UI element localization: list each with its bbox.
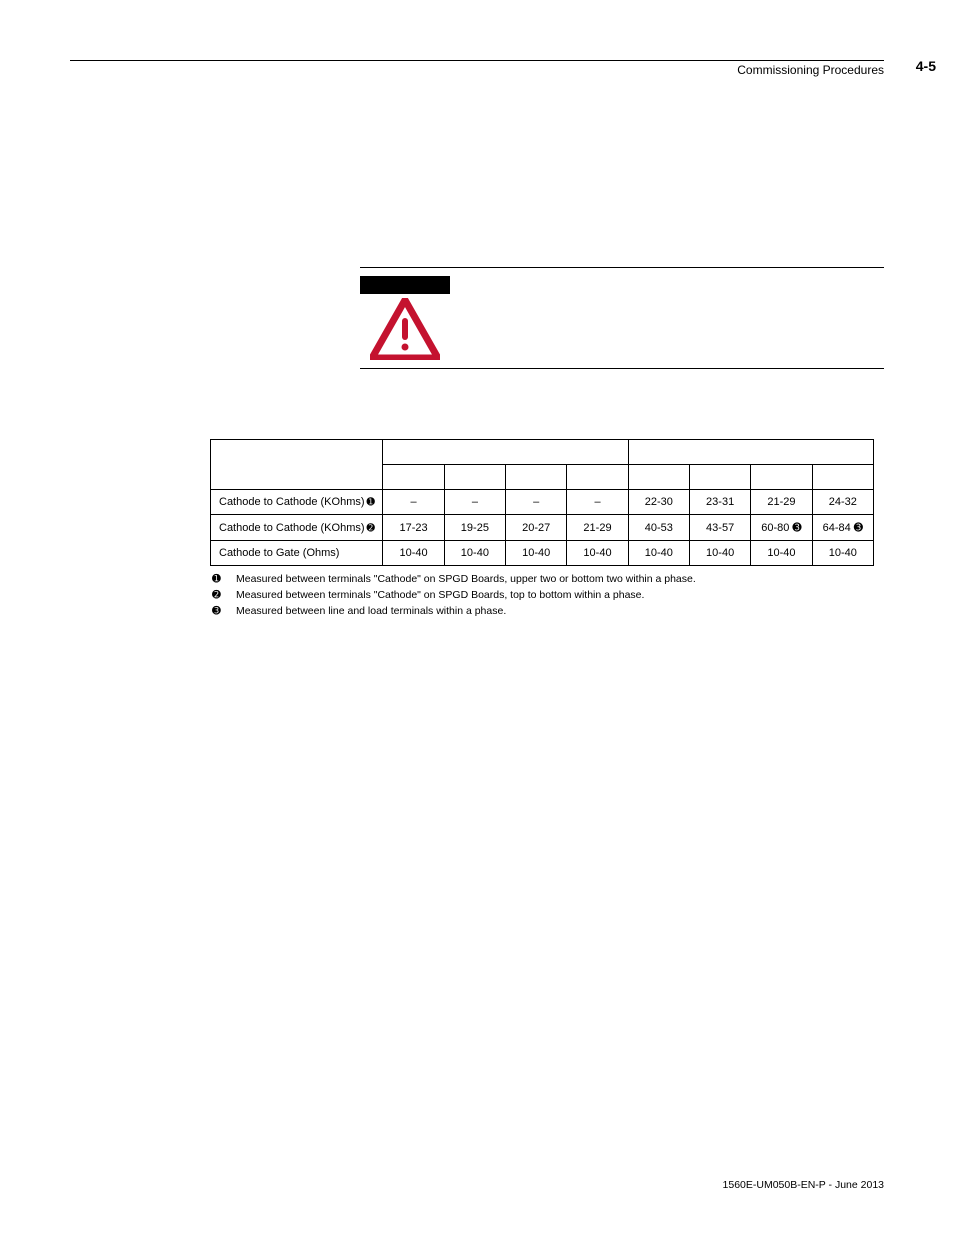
row-label: Cathode to Cathode (KOhms)➊ <box>211 490 383 515</box>
table-cell: 40-53 <box>628 515 689 541</box>
table-header-cell: 4160 V <box>751 465 812 490</box>
footnote: ➋ Measured between terminals "Cathode" o… <box>212 588 884 604</box>
table-cell: – <box>383 490 444 515</box>
table-row: Cathode to Gate (Ohms) 10-40 10-40 10-40… <box>211 541 874 566</box>
footnote-text: Measured between line and load terminals… <box>236 604 506 620</box>
table-cell: 10-40 <box>444 541 505 566</box>
footnote-symbol: ➌ <box>212 604 226 620</box>
table-cell: – <box>506 490 567 515</box>
table-cell: 17-23 <box>383 515 444 541</box>
section-title: Commissioning Procedures <box>70 63 884 77</box>
table-cell: 21-29 <box>567 515 628 541</box>
table-header-cell: 3300 V <box>689 465 750 490</box>
header-rule <box>70 60 884 61</box>
footnote: ➌ Measured between line and load termina… <box>212 604 884 620</box>
table-cell: 60-80 ➌ <box>751 515 812 541</box>
table-cell: 10-40 <box>506 541 567 566</box>
table-cell: 23-31 <box>689 490 750 515</box>
table-cell: 10-40 <box>567 541 628 566</box>
warning-triangle-icon <box>370 298 440 360</box>
table-cell: 24-32 <box>812 490 873 515</box>
table-cell: 10-40 <box>812 541 873 566</box>
footnotes: ➊ Measured between terminals "Cathode" o… <box>212 572 884 619</box>
table-cell: 10-40 <box>751 541 812 566</box>
table-header-cell: 2300 V <box>383 465 444 490</box>
table-header-group: 360 A <box>628 440 873 465</box>
table-cell: 10-40 <box>689 541 750 566</box>
footnote-text: Measured between terminals "Cathode" on … <box>236 572 696 588</box>
table-row: Cathode to Cathode (KOhms)➊ – – – – 22-3… <box>211 490 874 515</box>
table-cell: – <box>444 490 505 515</box>
table-cell: 10-40 <box>383 541 444 566</box>
footnote-symbol: ➋ <box>212 588 226 604</box>
row-label: Cathode to Cathode (KOhms)➋ <box>211 515 383 541</box>
table-header-blank <box>211 440 383 490</box>
table-cell: 19-25 <box>444 515 505 541</box>
table-header-cell: 6900 V <box>567 465 628 490</box>
table-header-cell: 4160 V <box>506 465 567 490</box>
table-cell: 64-84 ➌ <box>812 515 873 541</box>
table-cell: 43-57 <box>689 515 750 541</box>
table-header-cell: 6900 V <box>812 465 873 490</box>
row-label: Cathode to Gate (Ohms) <box>211 541 383 566</box>
table-header-group: 180 A <box>383 440 628 465</box>
table-header-cell: 2300 V <box>628 465 689 490</box>
footer-docid: 1560E-UM050B-EN-P - June 2013 <box>723 1179 884 1191</box>
table-cell: 21-29 <box>751 490 812 515</box>
table-cell: 22-30 <box>628 490 689 515</box>
footnote-symbol: ➊ <box>212 572 226 588</box>
attention-callout: ATTENTION To avoid shock hazard, ensure … <box>360 267 884 369</box>
footnote: ➊ Measured between terminals "Cathode" o… <box>212 572 884 588</box>
table-cell: 20-27 <box>506 515 567 541</box>
table-row: Cathode to Cathode (KOhms)➋ 17-23 19-25 … <box>211 515 874 541</box>
page-number: 4-5 <box>916 58 936 74</box>
table-cell: 10-40 <box>628 541 689 566</box>
attention-body: To avoid shock hazard, ensure that the m… <box>464 276 884 327</box>
table-cell: – <box>567 490 628 515</box>
attention-label: ATTENTION <box>360 276 450 294</box>
table-header-row-1: 180 A 360 A <box>211 440 874 465</box>
table-header-cell: 3300 V <box>444 465 505 490</box>
resistance-table: 180 A 360 A 2300 V 3300 V 4160 V 6900 V … <box>210 439 874 566</box>
footnote-text: Measured between terminals "Cathode" on … <box>236 588 644 604</box>
